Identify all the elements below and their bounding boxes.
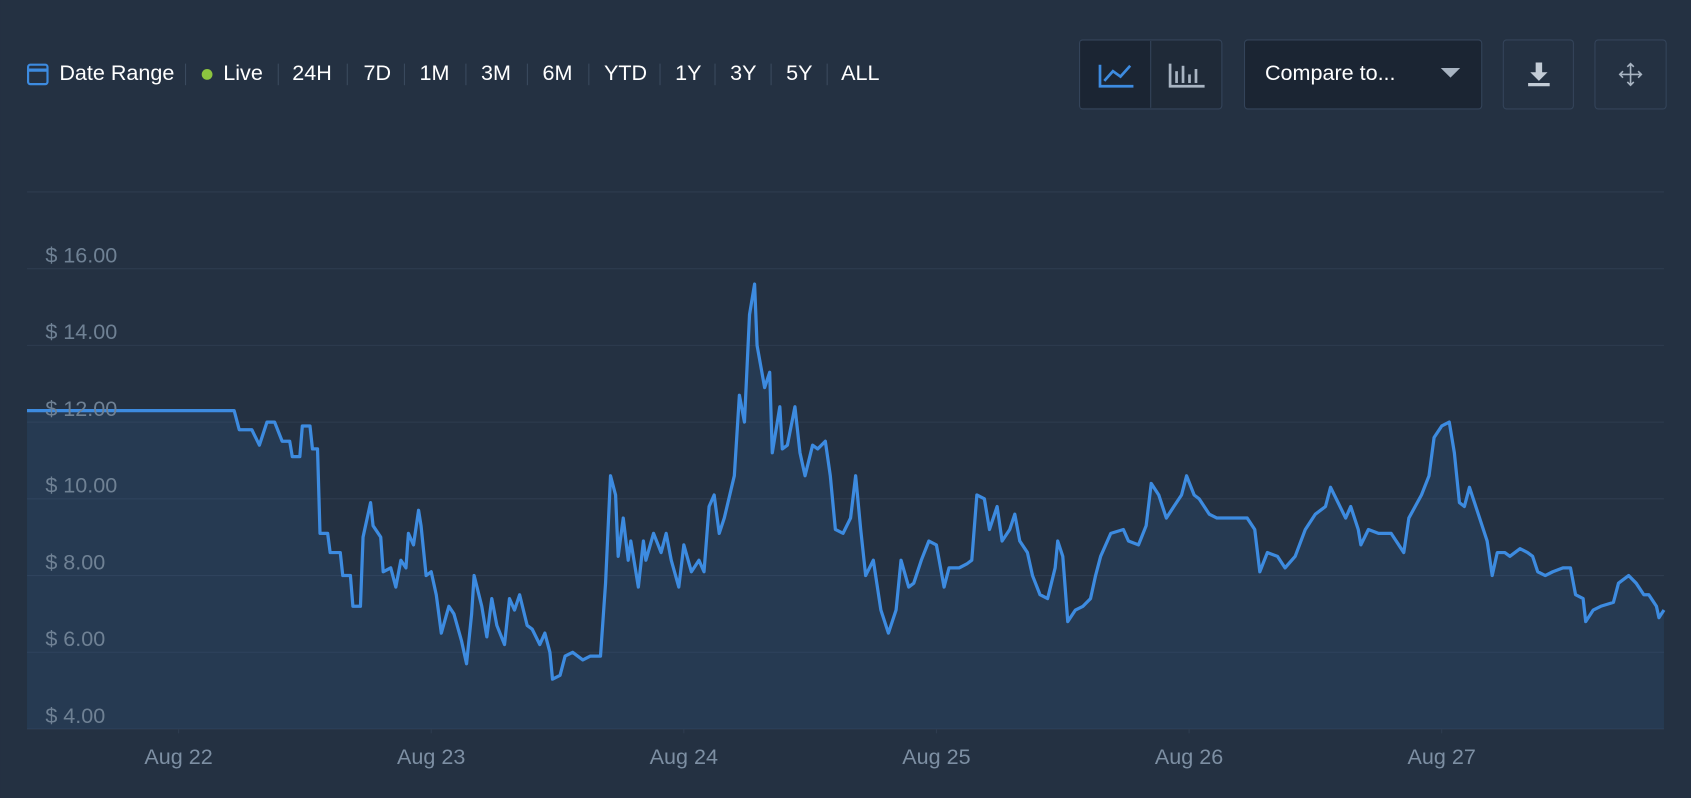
range-button[interactable]: 6M <box>542 60 572 85</box>
price-line <box>27 282 1666 681</box>
live-dot <box>201 69 213 80</box>
y-tick-label: $ 8.00 <box>45 549 105 574</box>
range-button[interactable]: 1M <box>420 60 450 85</box>
x-tick-label: Aug 25 <box>902 744 970 769</box>
download-icon <box>1528 62 1550 87</box>
calendar-icon[interactable] <box>27 63 49 86</box>
range-button[interactable]: 5Y <box>786 60 812 85</box>
x-tick-label: Aug 26 <box>1155 744 1223 769</box>
y-tick-label: $ 14.00 <box>45 319 117 344</box>
range-button[interactable]: 24H <box>292 60 332 85</box>
y-tick-label: $ 10.00 <box>45 473 117 498</box>
y-tick-label: $ 6.00 <box>45 626 105 651</box>
date-range[interactable]: Date Range <box>59 60 174 85</box>
range-button[interactable]: 1Y <box>675 60 701 85</box>
range-button[interactable]: 3Y <box>730 60 756 85</box>
x-tick-label: Aug 27 <box>1408 744 1476 769</box>
move-icon <box>1618 62 1643 87</box>
x-tick-label: Aug 24 <box>650 744 718 769</box>
calendar-frame <box>27 63 49 86</box>
y-tick-label: $ 12.00 <box>45 396 117 421</box>
plot-area <box>27 191 1664 729</box>
range-button[interactable]: ALL <box>841 60 879 85</box>
compare-label: Compare to... <box>1265 60 1396 85</box>
bar-icon-axis <box>1168 63 1205 88</box>
compare-dropdown[interactable] <box>1243 39 1483 110</box>
dropdown-arrow <box>1440 67 1461 78</box>
line-icon <box>1103 64 1132 82</box>
bar-chart-button[interactable] <box>1168 63 1205 88</box>
range-button[interactable]: YTD <box>604 60 647 85</box>
area <box>27 284 1664 729</box>
x-tick-label: Aug 22 <box>144 744 212 769</box>
range-button[interactable]: Live <box>223 60 263 85</box>
line-icon-axis <box>1098 64 1134 88</box>
y-tick-label: $ 4.00 <box>45 703 105 728</box>
y-tick-label: $ 16.00 <box>45 242 117 267</box>
range-button[interactable]: 7D <box>363 60 391 85</box>
x-tick-label: Aug 23 <box>397 744 465 769</box>
range-button[interactable]: 3M <box>481 60 511 85</box>
